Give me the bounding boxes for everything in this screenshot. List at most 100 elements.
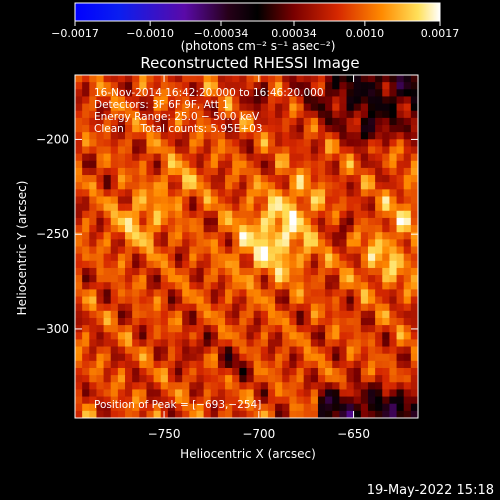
heatmap-pixel: [310, 110, 319, 119]
heatmap-pixel: [239, 260, 248, 269]
heatmap-pixel: [296, 403, 305, 412]
heatmap-pixel: [382, 217, 391, 226]
heatmap-pixel: [310, 117, 319, 126]
heatmap-pixel: [167, 296, 176, 305]
heatmap-pixel: [289, 175, 298, 183]
heatmap-pixel: [103, 167, 112, 176]
heatmap-pixel: [225, 303, 233, 312]
heatmap-pixel: [167, 289, 176, 298]
heatmap-pixel: [132, 282, 140, 290]
heatmap-pixel: [146, 89, 155, 98]
heatmap-pixel: [389, 82, 398, 90]
heatmap-pixel: [382, 160, 391, 169]
heatmap-pixel: [325, 389, 333, 398]
heatmap-pixel: [375, 389, 383, 398]
heatmap-pixel: [375, 296, 383, 305]
heatmap-pixel: [189, 353, 198, 362]
heatmap-pixel: [310, 153, 319, 162]
heatmap-pixel: [232, 89, 240, 98]
heatmap-pixel: [389, 175, 398, 183]
heatmap-pixel: [282, 303, 290, 312]
heatmap-pixel: [189, 167, 198, 176]
heatmap-pixel: [139, 389, 148, 398]
heatmap-pixel: [360, 260, 369, 269]
heatmap-pixel: [353, 403, 362, 412]
heatmap-pixel: [332, 360, 340, 369]
heatmap-pixel: [289, 367, 298, 376]
heatmap-pixel: [239, 103, 248, 112]
heatmap-pixel: [310, 139, 319, 148]
heatmap-pixel: [367, 203, 376, 212]
heatmap-pixel: [275, 346, 283, 355]
heatmap-pixel: [253, 253, 262, 262]
heatmap-pixel: [332, 89, 340, 98]
heatmap-pixel: [317, 103, 326, 112]
heatmap-pixel: [110, 175, 119, 183]
heatmap-pixel: [325, 210, 333, 219]
heatmap-pixel: [125, 339, 133, 348]
heatmap-pixel: [260, 132, 269, 140]
heatmap-pixel: [217, 332, 226, 340]
heatmap-pixel: [317, 153, 326, 162]
heatmap-pixel: [175, 210, 183, 219]
heatmap-pixel: [132, 160, 140, 169]
heatmap-pixel: [253, 96, 262, 105]
heatmap-pixel: [146, 403, 155, 412]
heatmap-pixel: [167, 182, 176, 190]
heatmap-pixel: [317, 275, 326, 283]
heatmap-pixel: [267, 117, 276, 126]
heatmap-pixel: [210, 203, 219, 212]
heatmap-pixel: [89, 289, 98, 298]
heatmap-pixel: [232, 367, 240, 376]
heatmap-pixel: [260, 382, 269, 391]
heatmap-pixel: [175, 275, 183, 283]
heatmap-pixel: [296, 175, 305, 183]
heatmap-pixel: [367, 96, 376, 105]
heatmap-pixel: [375, 310, 383, 319]
heatmap-pixel: [275, 160, 283, 169]
heatmap-pixel: [239, 196, 248, 205]
heatmap-pixel: [403, 110, 412, 119]
heatmap-pixel: [182, 75, 190, 83]
heatmap-pixel: [267, 160, 276, 169]
heatmap-pixel: [182, 110, 190, 119]
heatmap-pixel: [332, 410, 340, 418]
heatmap-pixel: [296, 167, 305, 176]
heatmap-pixel: [103, 403, 112, 412]
heatmap-pixel: [110, 117, 119, 126]
heatmap-pixel: [110, 239, 119, 248]
heatmap-pixel: [225, 167, 233, 176]
heatmap-pixel: [196, 396, 205, 405]
heatmap-pixel: [267, 396, 276, 405]
heatmap-pixel: [246, 389, 255, 398]
heatmap-pixel: [217, 267, 226, 276]
heatmap-pixel: [375, 203, 383, 212]
heatmap-pixel: [89, 367, 98, 376]
heatmap-pixel: [396, 203, 405, 212]
heatmap-pixel: [253, 196, 262, 205]
heatmap-pixel: [260, 110, 269, 119]
heatmap-pixel: [196, 132, 205, 140]
heatmap-pixel: [225, 267, 233, 276]
heatmap-pixel: [332, 375, 340, 383]
heatmap-pixel: [332, 225, 340, 233]
heatmap-pixel: [382, 146, 391, 155]
heatmap-pixel: [310, 275, 319, 283]
heatmap-pixel: [339, 153, 348, 162]
heatmap-pixel: [75, 303, 83, 312]
heatmap-pixel: [146, 275, 155, 283]
heatmap-pixel: [353, 89, 362, 98]
heatmap-pixel: [75, 103, 83, 112]
heatmap-pixel: [346, 353, 355, 362]
heatmap-pixel: [346, 289, 355, 298]
heatmap-pixel: [225, 82, 233, 90]
heatmap-pixel: [96, 325, 105, 333]
heatmap-pixel: [182, 389, 190, 398]
heatmap-pixel: [217, 160, 226, 169]
heatmap-pixel: [403, 167, 412, 176]
heatmap-pixel: [232, 360, 240, 369]
heatmap-pixel: [103, 396, 112, 405]
heatmap-pixel: [160, 182, 169, 190]
heatmap-pixel: [196, 346, 205, 355]
heatmap-pixel: [246, 346, 255, 355]
